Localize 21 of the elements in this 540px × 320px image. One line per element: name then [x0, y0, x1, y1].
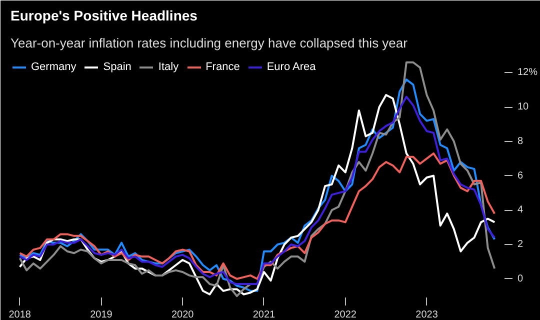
chart-subtitle: Year-on-year inflation rates including energy have collapsed this year — [10, 36, 408, 50]
y-tick-label: 2 — [518, 239, 524, 250]
legend-label: Germany — [31, 61, 76, 73]
x-tick-label: 2018 — [8, 310, 32, 320]
x-tick-label: 2022 — [334, 310, 357, 320]
x-tick-label: 2020 — [171, 310, 194, 320]
y-tick-label: 8 — [518, 136, 524, 147]
line-series — [18, 152, 496, 280]
legend-label: Spain — [103, 61, 132, 73]
y-tick-label: 10 — [518, 102, 530, 113]
chart-title: Europe's Positive Headlines — [10, 8, 198, 24]
x-tick-label: 2023 — [416, 310, 438, 320]
y-tick-label: 6 — [518, 170, 524, 182]
legend-label: Euro Area — [266, 61, 316, 73]
y-tick-label: 4 — [518, 204, 524, 216]
legend-label: France — [206, 61, 240, 73]
x-tick-label: 2021 — [252, 310, 276, 320]
legend-label: Italy — [158, 61, 179, 73]
y-tick-label: 12% — [518, 67, 538, 78]
x-tick-label: 2019 — [90, 310, 113, 320]
y-tick-label: 0 — [518, 273, 524, 284]
